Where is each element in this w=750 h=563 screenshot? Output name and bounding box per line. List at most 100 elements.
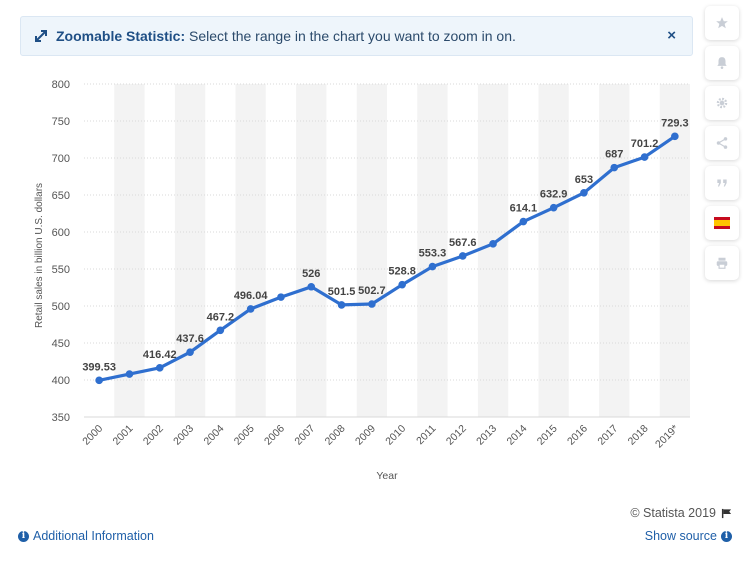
data-label: 567.6 <box>449 237 477 249</box>
data-label: 701.2 <box>631 138 659 150</box>
info-icon: i <box>18 530 29 542</box>
y-tick-label: 650 <box>52 190 70 202</box>
data-label: 526 <box>302 268 320 280</box>
banner-title: Zoomable Statistic: <box>56 28 186 44</box>
y-tick-label: 500 <box>52 301 70 313</box>
x-tick-label: 2008 <box>323 423 348 448</box>
x-tick-label: 2003 <box>171 423 196 448</box>
data-point[interactable] <box>155 364 164 372</box>
print-button[interactable] <box>705 246 739 280</box>
y-tick-label: 600 <box>52 227 70 239</box>
data-point[interactable] <box>307 282 316 291</box>
data-label: 467.2 <box>207 311 235 323</box>
x-tick-label: 2002 <box>141 423 166 448</box>
printer-icon <box>716 257 728 269</box>
x-tick-label: 2018 <box>626 423 651 448</box>
chart-band <box>174 84 206 417</box>
x-tick-label: 2007 <box>292 423 317 448</box>
data-label: 416.42 <box>143 349 177 361</box>
share-icon <box>716 137 728 149</box>
x-tick-label: 2019* <box>653 423 681 451</box>
notification-button[interactable] <box>705 46 739 80</box>
data-point[interactable] <box>489 240 497 248</box>
y-axis-title: Retail sales in billion U.S. dollars <box>34 183 45 328</box>
series-line <box>98 134 676 382</box>
data-point[interactable] <box>186 348 194 356</box>
close-banner-button[interactable]: × <box>667 27 676 44</box>
x-tick-label: 2001 <box>111 423 136 448</box>
toolbar-sidebar <box>705 6 739 286</box>
x-tick-label: 2017 <box>595 423 620 448</box>
y-tick-label: 350 <box>52 412 70 424</box>
x-tick-label: 2016 <box>565 423 590 448</box>
y-tick-label: 700 <box>52 153 70 165</box>
x-tick-label: 2011 <box>414 423 439 448</box>
show-source-label: Show source <box>644 529 717 543</box>
data-point[interactable] <box>458 252 467 260</box>
data-point[interactable] <box>398 280 406 289</box>
settings-button[interactable] <box>705 86 739 120</box>
data-point[interactable] <box>277 293 285 301</box>
bell-icon <box>717 57 727 69</box>
x-tick-label: 2006 <box>262 423 287 448</box>
x-tick-label: 2012 <box>444 423 469 448</box>
data-point[interactable] <box>549 203 558 212</box>
data-point[interactable] <box>428 262 437 271</box>
data-point[interactable] <box>95 376 103 385</box>
data-label: 502.7 <box>358 285 386 297</box>
chart-band <box>538 84 569 417</box>
banner-message: Select the range in the chart you want t… <box>189 28 516 44</box>
y-tick-label: 550 <box>52 264 70 276</box>
data-point[interactable] <box>125 370 134 378</box>
x-tick-label: 2015 <box>535 423 560 448</box>
show-source-link[interactable]: Show source i <box>645 529 732 543</box>
data-point[interactable] <box>246 305 255 313</box>
y-tick-label: 750 <box>52 116 70 128</box>
data-label: 399.53 <box>82 361 116 373</box>
data-label: 501.5 <box>328 286 356 298</box>
quote-icon <box>717 179 727 187</box>
cite-button[interactable] <box>705 166 739 200</box>
additional-information-label: Additional Information <box>33 529 154 543</box>
chart-band <box>599 84 630 417</box>
zoom-banner: Zoomable Statistic: Select the range in … <box>20 16 693 56</box>
info-icon: i <box>721 530 732 542</box>
data-point[interactable] <box>671 132 679 141</box>
data-point[interactable] <box>337 301 346 309</box>
data-point[interactable] <box>519 217 528 226</box>
spanish-flag-icon <box>714 217 730 229</box>
share-button[interactable] <box>705 126 739 160</box>
data-point[interactable] <box>368 300 376 308</box>
data-point[interactable] <box>580 188 588 197</box>
y-tick-label: 400 <box>52 375 70 387</box>
favorite-button[interactable] <box>705 6 739 40</box>
y-tick-label: 450 <box>52 338 70 350</box>
data-label: 632.9 <box>540 189 568 201</box>
chart-band <box>296 84 327 417</box>
data-label: 437.6 <box>176 333 204 345</box>
data-point[interactable] <box>640 153 649 161</box>
language-button[interactable] <box>705 206 739 240</box>
x-tick-label: 2013 <box>474 423 499 448</box>
expand-icon <box>33 28 49 44</box>
data-point[interactable] <box>216 326 225 335</box>
x-tick-label: 2014 <box>504 423 529 448</box>
data-label: 614.1 <box>510 203 538 215</box>
gear-icon <box>716 97 728 109</box>
data-label: 528.8 <box>388 266 416 278</box>
chart-band <box>477 84 509 417</box>
x-tick-label: 2005 <box>232 423 257 448</box>
data-label: 496.04 <box>234 290 269 302</box>
star-icon <box>716 17 728 29</box>
copyright-text: © Statista 2019 <box>630 506 716 520</box>
data-label: 729.3 <box>661 117 689 129</box>
x-axis-title: Year <box>376 470 398 482</box>
x-tick-label: 2009 <box>353 423 378 448</box>
flag-icon <box>721 508 732 518</box>
data-point[interactable] <box>610 163 619 172</box>
x-tick-label: 2000 <box>80 423 105 448</box>
data-label: 653 <box>575 174 593 186</box>
additional-information-link[interactable]: i Additional Information <box>18 529 154 543</box>
chart-band <box>417 84 448 417</box>
